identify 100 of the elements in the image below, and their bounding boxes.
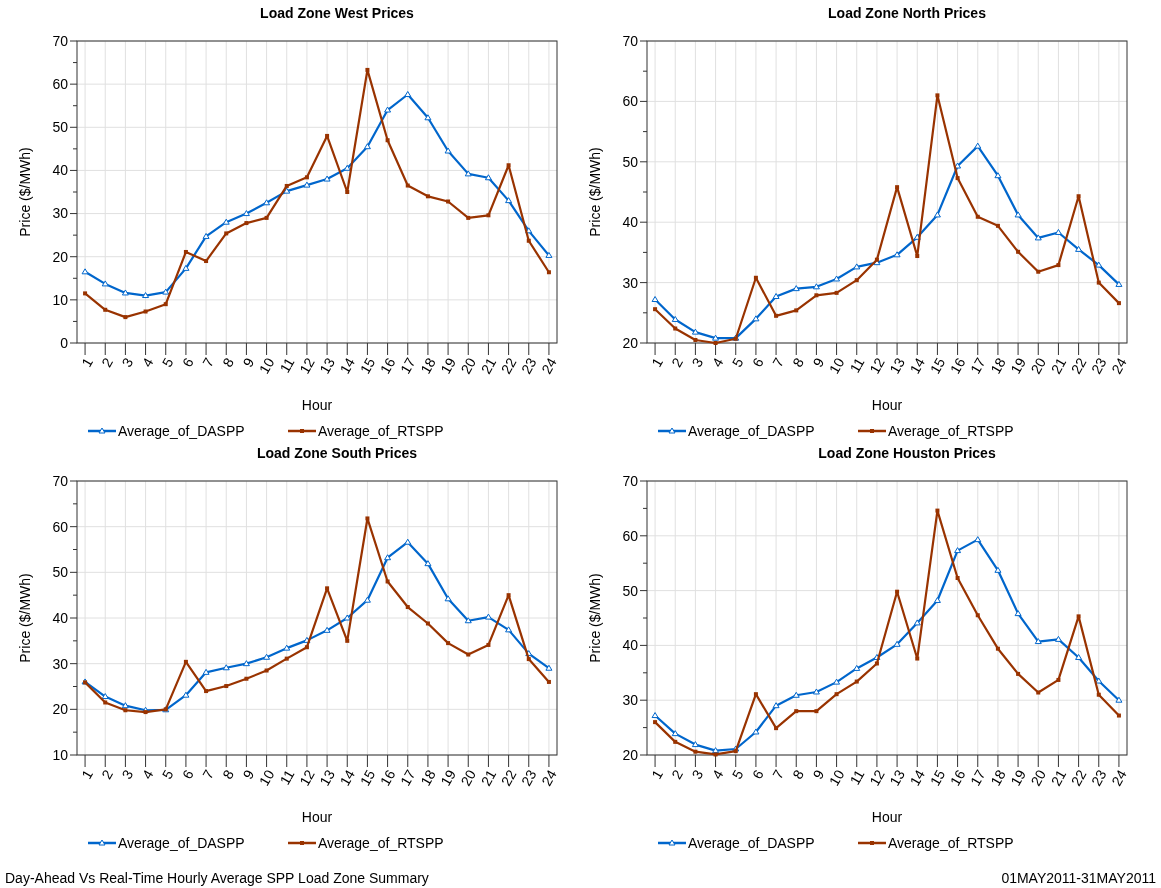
x-tick-label: 11 bbox=[276, 766, 298, 788]
y-tick-label: 10 bbox=[52, 291, 69, 308]
y-tick-label: 70 bbox=[622, 32, 639, 49]
x-tick-label: 1 bbox=[648, 354, 667, 370]
x-tick-label: 9 bbox=[809, 766, 828, 782]
x-tick-label: 14 bbox=[336, 766, 359, 789]
x-tick-label: 13 bbox=[886, 766, 909, 789]
y-axis-title: Price ($/MWh) bbox=[587, 573, 603, 663]
x-tick-label: 21 bbox=[477, 766, 500, 789]
y-tick-label: 70 bbox=[52, 32, 69, 49]
x-tick-label: 6 bbox=[178, 354, 197, 370]
y-tick-label: 40 bbox=[52, 609, 69, 626]
y-tick-label: 60 bbox=[52, 76, 69, 93]
x-tick-label: 16 bbox=[376, 354, 399, 377]
y-tick-label: 50 bbox=[622, 582, 639, 599]
x-tick-label: 14 bbox=[906, 354, 929, 377]
x-tick-label: 19 bbox=[437, 354, 460, 377]
x-tick-label: 8 bbox=[219, 354, 238, 370]
y-tick-label: 40 bbox=[52, 162, 69, 179]
x-tick-label: 9 bbox=[809, 354, 828, 370]
x-tick-label: 19 bbox=[1007, 354, 1030, 377]
x-tick-label: 11 bbox=[276, 354, 298, 376]
x-tick-label: 10 bbox=[255, 766, 278, 789]
y-axis-title: Price ($/MWh) bbox=[17, 573, 33, 663]
x-tick-label: 22 bbox=[1067, 766, 1090, 789]
x-tick-label: 24 bbox=[538, 354, 560, 377]
x-tick-label: 1 bbox=[78, 354, 97, 370]
x-tick-label: 22 bbox=[497, 766, 520, 789]
legend-label: Average_of_DASPP bbox=[118, 834, 245, 851]
x-tick-label: 4 bbox=[138, 354, 157, 370]
y-tick-label: 30 bbox=[52, 205, 69, 222]
y-tick-label: 60 bbox=[622, 527, 639, 544]
legend-label: Average_of_DASPP bbox=[118, 422, 245, 439]
x-tick-label: 19 bbox=[1007, 766, 1030, 789]
x-tick-label: 8 bbox=[789, 766, 808, 782]
y-axis-title: Price ($/MWh) bbox=[587, 147, 603, 237]
x-tick-label: 7 bbox=[199, 354, 218, 370]
x-tick-label: 12 bbox=[296, 766, 318, 789]
x-tick-label: 17 bbox=[396, 766, 419, 789]
x-tick-label: 17 bbox=[966, 766, 989, 789]
x-tick-label: 20 bbox=[1027, 766, 1050, 789]
x-tick-label: 2 bbox=[98, 766, 117, 782]
x-tick-label: 5 bbox=[728, 766, 747, 782]
x-tick-label: 8 bbox=[219, 766, 238, 782]
x-axis-title: Hour bbox=[301, 397, 333, 413]
x-tick-label: 19 bbox=[437, 766, 460, 789]
x-tick-label: 21 bbox=[1047, 354, 1070, 377]
x-tick-label: 16 bbox=[946, 766, 969, 789]
x-tick-label: 7 bbox=[199, 766, 218, 782]
y-tick-label: 70 bbox=[622, 472, 639, 489]
x-tick-label: 23 bbox=[1087, 766, 1110, 789]
x-tick-label: 3 bbox=[118, 354, 137, 370]
x-tick-label: 23 bbox=[517, 766, 540, 789]
x-tick-label: 18 bbox=[987, 354, 1009, 377]
x-tick-label: 13 bbox=[316, 766, 339, 789]
x-tick-label: 16 bbox=[376, 766, 399, 789]
y-tick-label: 30 bbox=[622, 692, 639, 709]
y-tick-label: 30 bbox=[52, 655, 69, 672]
x-tick-label: 13 bbox=[316, 354, 339, 377]
text: Day-Ahead Vs Real-Time Hourly Average SPP Load Zone Summary bbox=[5, 869, 429, 886]
x-tick-label: 4 bbox=[708, 766, 727, 782]
x-tick-label: 24 bbox=[1108, 766, 1130, 789]
y-tick-label: 20 bbox=[52, 248, 69, 265]
y-tick-label: 10 bbox=[52, 746, 69, 763]
legend-label: Average_of_RTSPP bbox=[888, 834, 1014, 851]
chart-title: Load Zone South Prices bbox=[256, 445, 418, 461]
y-tick-label: 60 bbox=[622, 93, 639, 110]
x-tick-label: 4 bbox=[138, 766, 157, 782]
x-tick-label: 3 bbox=[688, 766, 707, 782]
x-tick-label: 17 bbox=[966, 354, 989, 377]
x-tick-label: 12 bbox=[866, 766, 888, 789]
x-tick-label: 5 bbox=[728, 354, 747, 370]
x-tick-label: 6 bbox=[748, 766, 767, 782]
x-tick-label: 15 bbox=[356, 766, 379, 789]
y-tick-label: 50 bbox=[622, 153, 639, 170]
text: 01MAY2011-31MAY2011 bbox=[1001, 869, 1157, 886]
x-tick-label: 9 bbox=[239, 766, 258, 782]
x-tick-label: 8 bbox=[789, 354, 808, 370]
x-tick-label: 12 bbox=[866, 354, 888, 377]
y-tick-label: 70 bbox=[52, 472, 69, 489]
x-tick-label: 23 bbox=[1087, 354, 1110, 377]
y-tick-label: 20 bbox=[622, 334, 639, 351]
x-tick-label: 18 bbox=[417, 354, 439, 377]
y-tick-label: 20 bbox=[52, 701, 69, 718]
x-tick-label: 5 bbox=[158, 766, 177, 782]
x-tick-label: 7 bbox=[769, 766, 788, 782]
y-tick-label: 50 bbox=[52, 119, 69, 136]
y-tick-label: 30 bbox=[622, 274, 639, 291]
y-tick-label: 50 bbox=[52, 564, 69, 581]
x-tick-label: 23 bbox=[517, 354, 540, 377]
y-tick-label: 20 bbox=[622, 746, 639, 763]
legend-label: Average_of_DASPP bbox=[688, 422, 815, 439]
y-tick-label: 0 bbox=[60, 334, 69, 351]
x-tick-label: 21 bbox=[477, 354, 500, 377]
x-tick-label: 3 bbox=[688, 354, 707, 370]
x-tick-label: 13 bbox=[886, 354, 909, 377]
y-tick-label: 40 bbox=[622, 637, 639, 654]
x-tick-label: 2 bbox=[668, 354, 687, 370]
legend-label: Average_of_RTSPP bbox=[318, 422, 444, 439]
x-tick-label: 22 bbox=[1067, 354, 1090, 377]
